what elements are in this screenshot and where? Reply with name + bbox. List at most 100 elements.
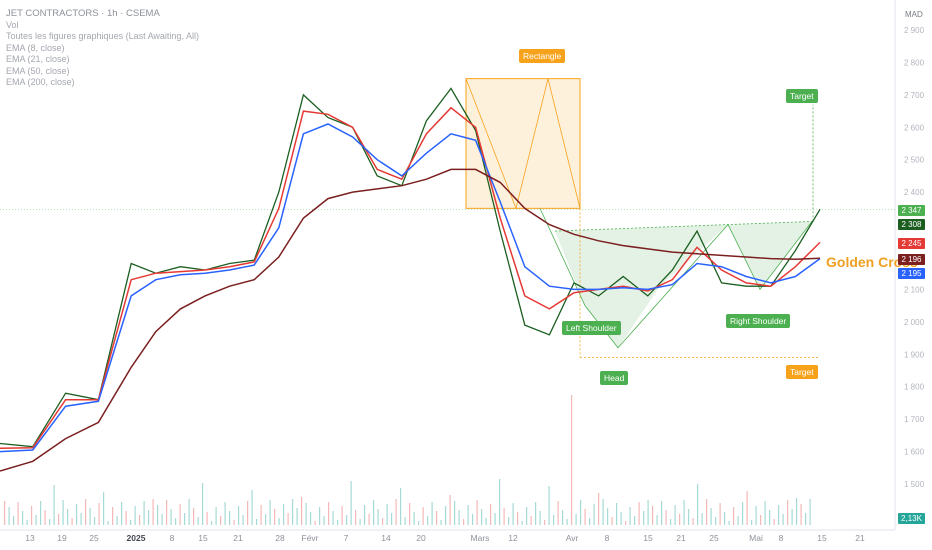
head-label[interactable]: Head <box>600 371 629 385</box>
volume-bar <box>395 499 397 525</box>
volume-bar <box>755 506 757 525</box>
volume-bar <box>166 500 168 525</box>
volume-bar <box>800 504 802 525</box>
currency-label: MAD <box>905 10 923 19</box>
volume-bar <box>440 520 442 525</box>
volume-bar <box>661 501 663 525</box>
volume-bar <box>638 502 640 525</box>
volume-bar <box>40 501 42 525</box>
x-tick-label: 19 <box>57 533 67 543</box>
volume-bar <box>607 508 609 525</box>
x-tick-label: 21 <box>676 533 686 543</box>
neckline <box>554 220 816 232</box>
legend-line-ema50: EMA (50, close) <box>6 65 70 76</box>
volume-bar <box>31 506 33 525</box>
y-tick-label: 2 400 <box>904 188 925 197</box>
volume-bar <box>539 511 541 525</box>
x-tick-label: 15 <box>643 533 653 543</box>
volume-bar <box>688 509 690 525</box>
x-tick-label: 28 <box>275 533 285 543</box>
volume-bar <box>238 506 240 525</box>
volume-bar <box>283 504 285 525</box>
volume-bar <box>382 518 384 525</box>
volume-bar <box>175 518 177 525</box>
volume-bar <box>53 485 55 525</box>
volume-bar <box>463 519 465 525</box>
volume-bar <box>589 518 591 525</box>
target-bottom-label[interactable]: Target <box>786 365 818 379</box>
x-tick-label: 2025 <box>127 533 146 543</box>
volume-bar <box>184 513 186 525</box>
series-line-0 <box>0 87 821 448</box>
volume-bar <box>710 508 712 525</box>
x-tick-label: 7 <box>344 533 349 543</box>
x-tick-label: 12 <box>508 533 518 543</box>
volume-bar <box>733 507 735 525</box>
y-tick-label: 1 600 <box>904 448 925 457</box>
y-tick-label: 2 800 <box>904 58 925 67</box>
volume-bar <box>278 518 280 525</box>
volume-bar <box>782 514 784 525</box>
volume-bar <box>242 515 244 525</box>
volume-bar <box>580 500 582 525</box>
y-tick-label: 1 800 <box>904 383 925 392</box>
volume-bar <box>211 521 213 525</box>
volume-bar <box>760 515 762 525</box>
volume-bar <box>323 516 325 525</box>
volume-bar <box>4 501 6 525</box>
volume-bar <box>350 481 352 525</box>
volume-bar <box>427 516 429 525</box>
volume-bar <box>665 510 667 525</box>
volume-bar <box>773 519 775 525</box>
volume-bar <box>17 502 19 525</box>
volume-bar <box>503 508 505 525</box>
volume-bar <box>490 504 492 525</box>
volume-bar <box>121 502 123 525</box>
volume-bar <box>364 505 366 525</box>
x-tick-label: 21 <box>233 533 243 543</box>
volume-bar <box>310 512 312 525</box>
volume-bar <box>553 515 555 525</box>
volume-bar <box>584 509 586 525</box>
y-tick-label: 2 100 <box>904 285 925 294</box>
volume-bar <box>634 516 636 525</box>
legend-line-patterns: Toutes les figures graphiques (Last Awai… <box>6 31 199 41</box>
volume-bar <box>656 515 658 525</box>
rectangle-label[interactable]: Rectangle <box>519 49 566 63</box>
x-tick-label: 14 <box>381 533 391 543</box>
volume-bar <box>418 521 420 525</box>
volume-bar <box>724 512 726 525</box>
volume-bar <box>319 507 321 525</box>
volume-bar <box>400 488 402 525</box>
volume-bar <box>359 519 361 525</box>
y-tick-label: 1 700 <box>904 415 925 424</box>
volume-bar <box>8 507 10 525</box>
volume-bar <box>193 508 195 525</box>
right-shoulder-label[interactable]: Right Shoulder <box>726 314 791 328</box>
target-top-label[interactable]: Target <box>786 89 818 103</box>
volume-bar <box>247 501 249 525</box>
volume-bar <box>112 507 114 525</box>
price-tag-ema200: 2 196 <box>898 254 925 265</box>
volume-bar <box>229 511 231 525</box>
volume-bar <box>431 502 433 525</box>
volume-bar <box>71 518 73 525</box>
legend-title: JET CONTRACTORS · 1h · CSEMA <box>6 8 160 19</box>
volume-bar <box>202 483 204 525</box>
volume-bar <box>161 514 163 525</box>
left-shoulder-label[interactable]: Left Shoulder <box>562 321 621 335</box>
volume-bar <box>292 499 294 525</box>
x-tick-label: 13 <box>25 533 35 543</box>
volume-bar <box>737 516 739 525</box>
volume-bar <box>143 501 145 525</box>
volume-bar <box>706 499 708 525</box>
volume-bar <box>652 506 654 525</box>
volume-bar <box>179 504 181 525</box>
series-line-1 <box>0 106 821 450</box>
volume-bar <box>449 495 451 525</box>
volume-bar <box>233 520 235 525</box>
volume-bar <box>422 507 424 525</box>
volume-bar <box>386 504 388 525</box>
volume-bar <box>265 514 267 525</box>
